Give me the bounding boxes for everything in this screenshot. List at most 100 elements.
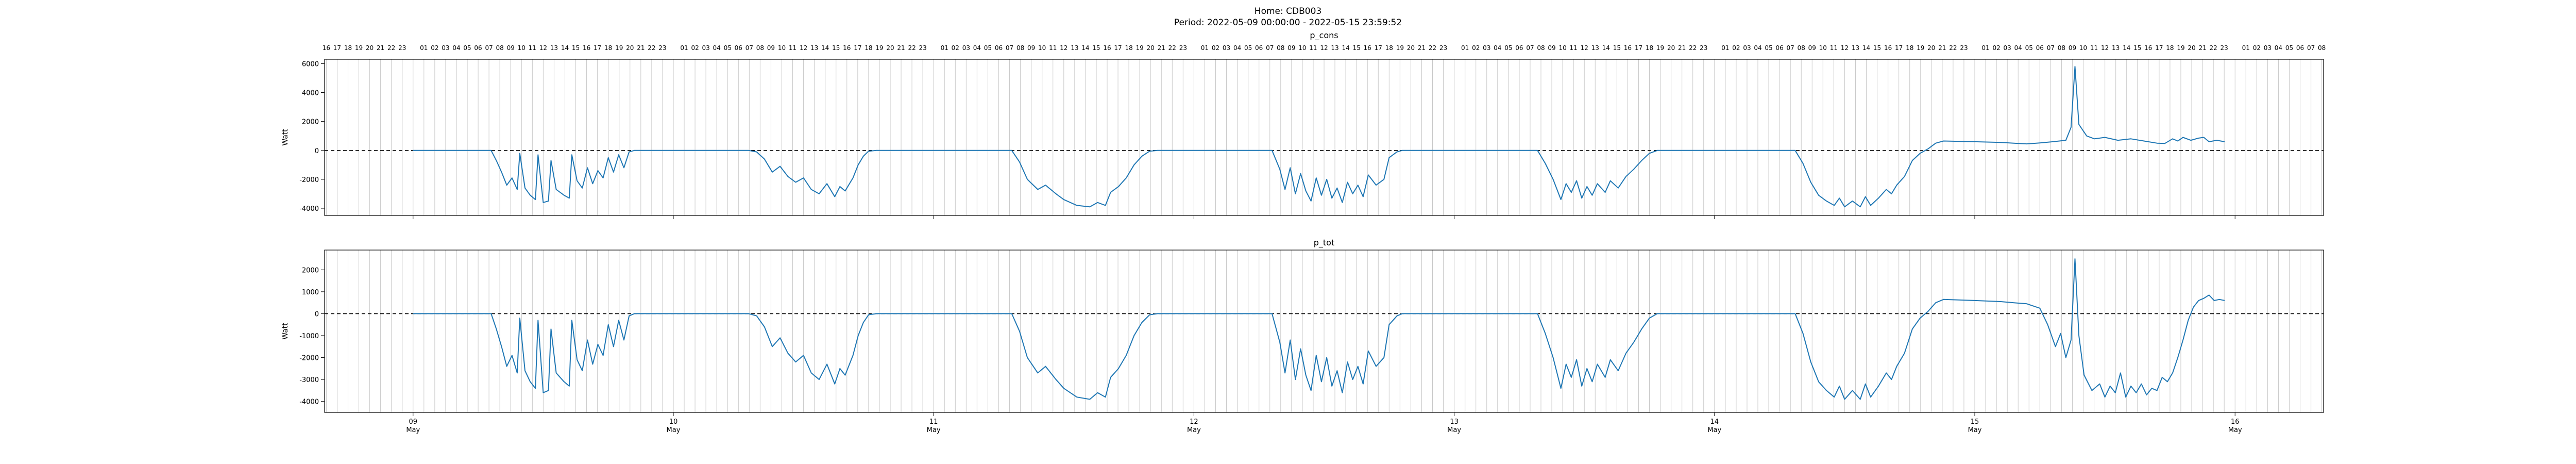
hour-tick-label: 23 (1960, 44, 1968, 52)
hour-tick-label: 05 (463, 44, 471, 52)
hour-tick-label: 09 (1548, 44, 1555, 52)
hour-tick-label: 22 (648, 44, 655, 52)
hour-tick-label: 14 (1342, 44, 1349, 52)
x-tick-label-month: May (927, 426, 941, 434)
x-tick-label-month: May (1187, 426, 1201, 434)
hour-tick-label: 20 (1407, 44, 1415, 52)
hour-tick-label: 09 (507, 44, 515, 52)
x-tick-label-day: 12 (1190, 418, 1198, 426)
series-line (413, 258, 2225, 400)
hour-tick-label: 03 (2004, 44, 2011, 52)
hour-tick-label: 13 (550, 44, 558, 52)
hour-tick-label: 19 (1656, 44, 1664, 52)
hour-tick-label: 23 (1439, 44, 1447, 52)
hour-tick-label: 04 (2275, 44, 2282, 52)
hour-tick-label: 18 (1906, 44, 1913, 52)
y-tick-label: -4000 (299, 205, 319, 213)
hour-tick-label: 16 (1624, 44, 1632, 52)
hour-tick-label: 21 (1158, 44, 1165, 52)
hour-tick-label: 08 (1537, 44, 1545, 52)
hour-tick-label: 11 (1570, 44, 1578, 52)
hour-tick-label: 13 (1071, 44, 1078, 52)
hour-tick-label: 08 (2318, 44, 2326, 52)
x-tick-label-month: May (1968, 426, 1982, 434)
hour-tick-label: 14 (2123, 44, 2130, 52)
x-tick-label-month: May (667, 426, 681, 434)
hour-tick-label: 05 (724, 44, 732, 52)
hour-tick-label: 12 (1060, 44, 1067, 52)
hour-tick-label: 05 (1244, 44, 1252, 52)
x-tick-label-day: 14 (1710, 418, 1719, 426)
hour-tick-label: 07 (2047, 44, 2055, 52)
hour-tick-label: 06 (995, 44, 1003, 52)
hour-tick-label: 20 (2188, 44, 2195, 52)
x-tick-label-day: 16 (2231, 418, 2240, 426)
hour-tick-label: 06 (735, 44, 742, 52)
hour-tick-label: 22 (908, 44, 916, 52)
hour-tick-label: 17 (333, 44, 341, 52)
hour-tick-label: 19 (615, 44, 623, 52)
series-line (413, 66, 2225, 208)
hour-tick-label: 16 (843, 44, 851, 52)
hour-tick-label: 09 (767, 44, 775, 52)
hour-tick-label: 15 (1092, 44, 1100, 52)
hour-tick-label: 01 (1201, 44, 1209, 52)
hour-tick-label: 09 (1027, 44, 1035, 52)
hour-tick-label: 05 (1504, 44, 1512, 52)
hour-tick-label: 03 (962, 44, 970, 52)
hour-tick-label: 14 (1862, 44, 1870, 52)
hour-tick-label: 02 (952, 44, 959, 52)
hour-tick-label: 19 (1917, 44, 1924, 52)
x-tick-label-month: May (1447, 426, 1461, 434)
figure-title: Home: CDB003 (1254, 6, 1322, 16)
hour-tick-label: 20 (1927, 44, 1935, 52)
hour-tick-label: 03 (442, 44, 449, 52)
y-tick-label: 1000 (302, 289, 319, 296)
hour-tick-label: 17 (1635, 44, 1642, 52)
subplot-title: p_tot (1314, 238, 1335, 248)
subplot-title: p_cons (1310, 30, 1338, 41)
x-tick-label-day: 13 (1450, 418, 1459, 426)
y-tick-label: 4000 (302, 90, 319, 97)
hour-tick-label: 11 (529, 44, 536, 52)
hour-tick-label: 01 (1721, 44, 1729, 52)
hour-tick-label: 07 (1266, 44, 1274, 52)
hour-tick-label: 07 (485, 44, 493, 52)
y-tick-label: 6000 (302, 60, 319, 68)
hour-tick-label: 20 (366, 44, 374, 52)
hour-tick-label: 13 (810, 44, 818, 52)
hour-tick-label: 19 (1136, 44, 1144, 52)
hour-tick-label: 23 (1700, 44, 1707, 52)
hour-tick-label: 11 (789, 44, 796, 52)
hour-tick-label: 01 (2242, 44, 2250, 52)
hour-tick-label: 02 (1472, 44, 1480, 52)
hour-tick-label: 20 (1667, 44, 1675, 52)
hour-tick-label: 21 (377, 44, 384, 52)
y-tick-label: -1000 (299, 333, 319, 340)
hour-tick-label: 10 (1819, 44, 1827, 52)
hour-tick-label: 08 (2058, 44, 2065, 52)
hour-tick-label: 09 (1287, 44, 1295, 52)
x-tick-label-day: 10 (669, 418, 678, 426)
hour-tick-label: 15 (2133, 44, 2141, 52)
hour-tick-label: 15 (1613, 44, 1621, 52)
hour-tick-label: 15 (832, 44, 840, 52)
hour-tick-label: 13 (2112, 44, 2120, 52)
hour-tick-label: 22 (2209, 44, 2217, 52)
hour-tick-label: 18 (2166, 44, 2174, 52)
hour-tick-label: 23 (398, 44, 406, 52)
hour-tick-label: 15 (572, 44, 580, 52)
hour-tick-label: 07 (1006, 44, 1013, 52)
hour-tick-label: 07 (745, 44, 753, 52)
hour-tick-label: 15 (1873, 44, 1881, 52)
hour-tick-label: 10 (518, 44, 526, 52)
hour-tick-label: 17 (1375, 44, 1382, 52)
hour-tick-label: 01 (420, 44, 428, 52)
hour-tick-label: 12 (2101, 44, 2109, 52)
x-tick-label-month: May (1707, 426, 1721, 434)
hour-tick-label: 05 (2285, 44, 2293, 52)
hour-tick-label: 02 (1732, 44, 1740, 52)
axes-frame (324, 250, 2324, 413)
hour-tick-label: 02 (691, 44, 699, 52)
axes-frame (324, 59, 2324, 216)
